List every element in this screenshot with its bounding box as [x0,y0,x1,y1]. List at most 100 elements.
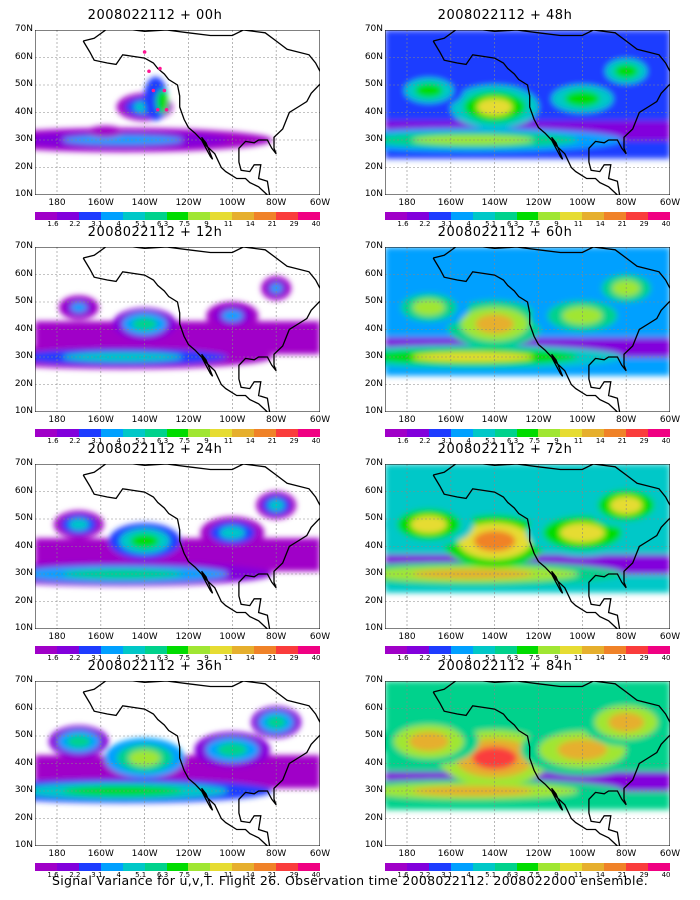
colorbar-label: 5.1 [485,654,497,662]
colorbar-label: 3.1 [441,871,453,879]
contour-map [385,681,670,846]
colorbar-labels: 1.6 2.2 3.1 4 5.1 6.3 7.5 9 11 14 21 29 40 [35,871,320,881]
colorbar-label: 7.5 [528,437,541,445]
map-area [35,247,320,412]
colorbar-swatch [538,429,561,437]
longitude-label: 180 [398,198,416,208]
contour-map [35,464,320,629]
colorbar-swatch [582,863,605,871]
longitude-label: 160W [87,632,114,642]
colorbar-swatch [122,863,145,871]
longitude-label: 180 [48,632,66,642]
colorbar-label: 7.5 [178,220,191,228]
latitude-label: 70N [14,458,33,468]
variance-contour [62,569,183,579]
panel-title: 2008022112 + 00h [87,8,223,23]
colorbar-label: 21 [617,654,627,662]
colorbar-swatch [626,863,649,871]
longitude-label: 140W [131,849,158,859]
longitude-label: 120W [175,415,202,425]
map-panel: 2008022112 + 60h 70N 60N 50N 40N 30N 20N 10N 180… [355,225,680,445]
colorbar-label: 2.2 [419,871,431,879]
latitude-label: 70N [14,24,33,34]
colorbar-swatch [406,429,429,437]
colorbar-swatch [560,646,583,654]
longitude-label: 140W [131,415,158,425]
colorbar-swatch [35,646,57,654]
longitude-label: 140W [481,632,508,642]
coastline [432,257,618,412]
panel-title: 2008022112 + 12h [87,225,223,240]
colorbar-swatch [188,429,211,437]
map-area [385,464,670,629]
colorbar-swatch [648,646,670,654]
latitude-label: 50N [14,513,33,523]
longitude-label: 160W [437,849,464,859]
latitude-label: 30N [14,351,33,361]
colorbar-swatch [538,863,561,871]
colorbar-label: 11 [223,437,233,445]
colorbar-label: 4 [466,220,471,228]
colorbar-label: 2.2 [419,437,431,445]
colorbar-labels: 1.6 2.2 3.1 4 5.1 6.3 7.5 9 11 14 21 29 40 [385,437,670,447]
coastline [83,681,320,846]
longitude-label: 100W [219,632,246,642]
colorbar-label: 29 [289,437,299,445]
colorbar-label: 1.6 [397,220,409,228]
colorbar-labels: 1.6 2.2 3.1 4 5.1 6.3 7.5 9 11 14 21 29 40 [35,654,320,664]
colorbar [385,429,670,437]
colorbar-swatch [582,212,605,220]
longitude-label: 80W [615,415,637,425]
coastline [83,247,320,412]
colorbar-swatch [450,863,473,871]
colorbar-swatch [100,863,123,871]
colorbar-swatch [298,429,320,437]
longitude-label: 60W [659,198,681,208]
latitude-label: 20N [14,595,33,606]
contour-map [385,464,670,629]
flight-track-point [158,66,162,71]
colorbar-label: 4 [116,220,121,228]
colorbar-label: 6.3 [507,654,519,662]
variance-contour [62,135,183,145]
colorbar-label: 4 [116,871,121,879]
colorbar-label: 1.6 [47,871,59,879]
longitude-label: 120W [525,415,552,425]
map-panel: 2008022112 + 12h 70N 60N 50N 40N 30N 20N 10N 180… [5,225,330,445]
colorbar-swatch [276,863,299,871]
coastline [82,691,268,846]
colorbar-label: 11 [223,220,233,228]
latitude-label: 50N [14,79,33,89]
longitude-label: 160W [437,415,464,425]
colorbar-swatch [254,429,277,437]
latitude-label: 30N [14,568,33,578]
map-area [35,30,320,195]
map-area [385,681,670,846]
longitude-label: 100W [219,198,246,208]
longitude-label: 160W [87,198,114,208]
colorbar-swatch [560,863,583,871]
longitude-label: 120W [525,632,552,642]
colorbar-swatch [276,212,299,220]
colorbar-swatch [166,212,189,220]
colorbar-swatch [604,646,627,654]
coastline [433,681,670,846]
colorbar-label: 29 [289,654,299,662]
latitude-label: 30N [364,351,383,361]
colorbar-label: 9 [554,220,559,228]
longitude-label: 160W [437,632,464,642]
colorbar-swatch [56,863,79,871]
colorbar-label: 40 [311,654,321,662]
colorbar [35,212,320,220]
latitude-label: 40N [364,106,383,117]
contour-map [35,247,320,412]
latitude-label: 20N [364,161,383,172]
latitude-label: 40N [14,323,33,334]
longitude-label: 120W [175,849,202,859]
colorbar-label: 3.1 [91,654,103,662]
colorbar-label: 40 [311,871,321,879]
colorbar-label: 7.5 [178,871,191,879]
latitude-label: 40N [14,540,33,551]
colorbar-labels: 1.6 2.2 3.1 4 5.1 6.3 7.5 9 11 14 21 29 40 [385,220,670,230]
latitude-label: 70N [364,241,383,251]
